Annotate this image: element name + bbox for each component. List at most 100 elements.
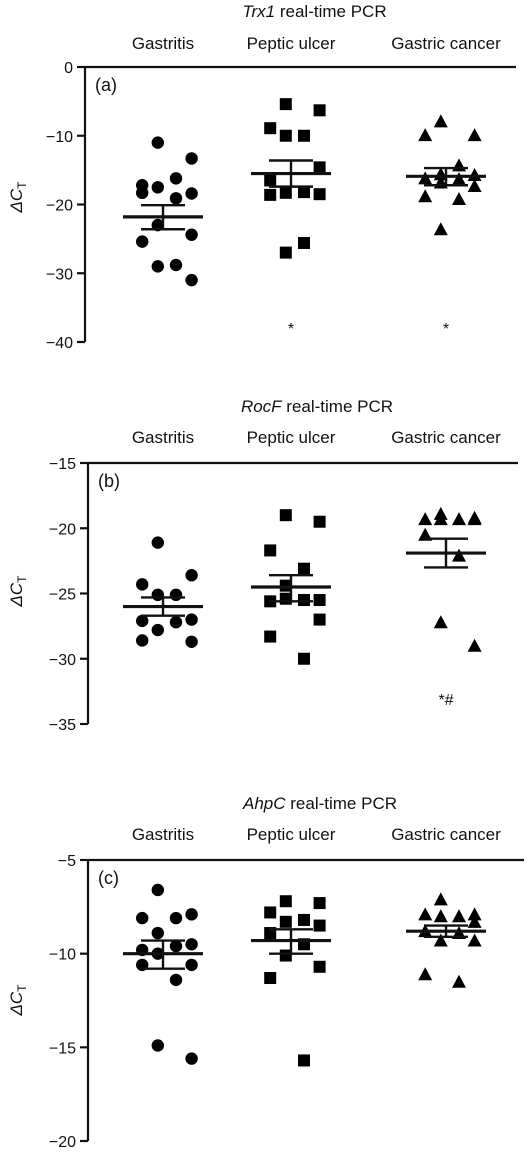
data-point-circle [185, 908, 198, 921]
y-tick-label: 0 [64, 60, 73, 77]
data-point-triangle [418, 128, 433, 142]
data-point-square [313, 960, 326, 973]
data-point-triangle [433, 615, 448, 629]
data-point-circle [151, 136, 164, 149]
data-point-square [298, 237, 310, 249]
y-tick-label: −20 [46, 198, 73, 215]
data-point-circle [151, 260, 164, 273]
data-point-square [279, 915, 292, 928]
panel-label: (b) [98, 471, 120, 491]
data-point-square [264, 188, 277, 201]
y-tick-label: −10 [49, 947, 76, 964]
data-point-triangle [418, 907, 433, 921]
data-point-square [264, 174, 277, 187]
y-tick-label: −35 [49, 717, 76, 734]
title-rest: real-time PCR [286, 794, 397, 813]
y-tick-label: −30 [49, 652, 76, 669]
data-point-circle [136, 235, 149, 248]
data-point-circle [185, 1052, 198, 1065]
data-point-square [264, 544, 277, 557]
title-gene: RocF [241, 397, 283, 416]
data-point-circle [151, 536, 164, 549]
y-tick-label: −40 [46, 335, 73, 352]
data-point-circle [136, 578, 149, 591]
data-point-square [279, 186, 292, 199]
data-point-circle [169, 911, 183, 925]
category-label: Gastritis [132, 34, 194, 53]
chart-title-3: AhpC real-time PCR [242, 794, 397, 813]
significance-annotation: *# [438, 692, 453, 709]
data-point-square [264, 906, 277, 919]
data-point-square [313, 104, 326, 117]
data-point-circle [136, 911, 149, 925]
data-point-square [298, 186, 310, 199]
data-point-square [313, 919, 326, 932]
category-label: Peptic ulcer [247, 825, 336, 844]
data-point-circle [169, 172, 183, 185]
data-point-triangle [418, 967, 433, 981]
ylabel-sub: T [15, 984, 29, 992]
data-point-circle [151, 623, 164, 637]
data-point-circle [169, 192, 183, 205]
data-point-triangle [452, 909, 466, 923]
y-tick-label: −25 [49, 587, 76, 604]
data-point-triangle [452, 172, 466, 186]
category-label: Peptic ulcer [247, 34, 336, 53]
data-point-triangle [433, 909, 448, 923]
title-rest: real-time PCR [275, 2, 386, 21]
data-point-square [313, 161, 326, 174]
data-point-circle [136, 634, 149, 647]
data-point-triangle [452, 158, 466, 172]
data-point-square [298, 562, 310, 575]
data-point-circle [169, 258, 183, 272]
ylabel-main: ΔC [7, 991, 26, 1016]
data-point-triangle [467, 907, 482, 921]
y-axis-label: ΔCT [7, 575, 29, 608]
data-point-triangle [467, 933, 482, 947]
data-point-triangle [467, 638, 482, 652]
data-point-square [313, 613, 326, 626]
data-point-circle [169, 616, 183, 629]
ylabel-main: ΔC [7, 188, 26, 213]
category-label: Gastric cancer [391, 428, 501, 447]
data-point-circle [136, 186, 149, 200]
data-point-triangle [452, 974, 466, 988]
title-gene: AhpC [242, 794, 286, 813]
data-point-square [298, 652, 310, 665]
data-point-circle [185, 187, 198, 200]
data-point-circle [185, 273, 198, 287]
title-gene: Trx1 [242, 2, 275, 21]
significance-annotation: * [443, 321, 449, 338]
data-point-circle [151, 926, 164, 940]
chart-title-1: Trx1 real-time PCR [242, 2, 386, 21]
chart-title-2: RocF real-time PCR [241, 397, 393, 416]
y-axis-label: ΔCT [7, 984, 29, 1017]
data-point-circle [169, 588, 183, 602]
data-point-triangle [433, 222, 448, 236]
category-label: Peptic ulcer [247, 428, 336, 447]
data-point-circle [169, 939, 183, 953]
y-tick-label: −15 [49, 456, 76, 473]
data-point-circle [136, 614, 149, 628]
data-point-square [264, 630, 277, 643]
y-tick-label: −30 [46, 266, 73, 283]
data-point-circle [151, 1039, 164, 1052]
category-label: Gastric cancer [391, 34, 501, 53]
data-point-triangle [433, 892, 448, 906]
category-label: Gastritis [132, 825, 194, 844]
data-point-circle [151, 181, 164, 194]
data-point-triangle [433, 114, 448, 128]
category-label: Gastritis [132, 428, 194, 447]
data-point-square [279, 509, 292, 522]
data-point-circle [185, 228, 198, 241]
data-point-square [279, 246, 292, 259]
data-point-square [264, 972, 277, 985]
data-point-square [298, 1054, 310, 1067]
data-point-square [279, 98, 292, 111]
data-point-square [313, 188, 326, 201]
ylabel-sub: T [15, 181, 29, 189]
data-point-triangle [418, 512, 433, 526]
data-point-circle [185, 958, 198, 972]
y-tick-label: −20 [49, 521, 76, 538]
